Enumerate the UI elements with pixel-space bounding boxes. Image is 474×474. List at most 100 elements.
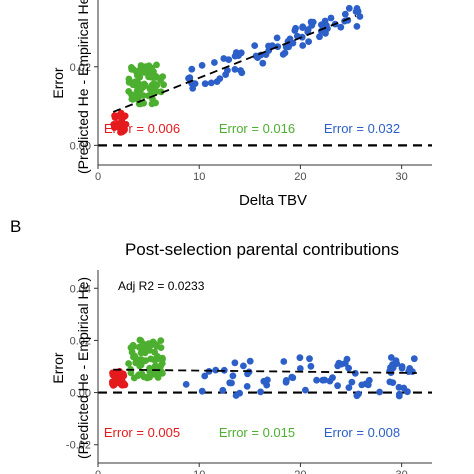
data-point [130,374,138,382]
data-point [313,376,320,384]
x-tick-label: 30 [396,469,408,474]
data-point [281,49,289,57]
data-point [144,373,152,381]
x-tick-label: 0 [95,469,101,474]
data-point [125,360,132,367]
panel-a-x-ticks: 0 10 20 30 [95,165,408,183]
data-point [149,86,157,94]
error-label: Error = 0.008 [324,425,400,440]
data-point [135,80,142,87]
data-point [150,80,158,87]
error-label: Error = 0.016 [219,121,295,136]
data-point [273,34,281,42]
data-point [232,392,240,399]
data-point [296,354,304,362]
data-point [114,376,122,383]
series-group-1 [109,368,129,389]
data-point [393,360,401,367]
data-point [354,7,362,15]
data-point [329,374,336,382]
data-point [345,384,353,391]
data-point [251,42,259,49]
y-tick-label: -0.02 [66,440,91,452]
data-point [406,365,414,372]
data-point [157,337,165,344]
data-point [127,369,135,377]
data-point [151,348,159,356]
data-point [337,23,345,31]
data-point [198,387,206,395]
data-point [243,383,251,390]
data-point [351,369,359,377]
panel-b-x-ticks: 0 10 20 30 [95,463,408,474]
data-point [129,95,137,103]
x-tick-label: 10 [193,171,205,183]
data-point [238,69,246,77]
data-point [130,343,138,350]
data-point [139,92,147,99]
panel-b-y-ticks: -0.02 0.00 0.02 0.04 [66,283,98,452]
data-point [153,342,161,349]
data-point [146,367,154,375]
data-point [141,81,149,89]
data-point [257,388,264,396]
data-point [116,113,124,120]
data-point [159,354,166,362]
data-point [121,112,129,120]
data-point [186,74,194,81]
data-point [135,68,143,76]
panel-a-y-label-line2: (Predicted He - Empirical He) [75,0,91,174]
panel-a-y-label-line1: Error [50,67,66,98]
data-point [316,33,323,41]
data-point [219,386,227,394]
data-point [201,372,209,380]
data-point [365,376,373,384]
data-point [323,22,330,29]
data-point [229,372,237,380]
series-group-2 [125,61,168,108]
data-point [334,382,341,390]
panel-b-letter: B [10,217,21,236]
data-point [145,92,152,100]
panel-b-y-label-line1: Error [50,352,66,383]
data-point [348,378,356,386]
error-label: Error = 0.005 [104,425,180,440]
data-point [264,376,271,384]
data-point [387,364,394,371]
panel-a-plot-area [98,4,432,147]
data-point [160,81,168,89]
data-point [145,62,153,70]
data-point [292,24,299,32]
error-label: Error = 0.032 [324,121,400,136]
data-point [211,59,218,66]
data-point [212,366,220,374]
data-point [299,42,307,49]
data-point [356,13,364,20]
y-tick-label: 0.00 [70,140,91,152]
data-point [376,388,383,396]
data-point [147,355,155,363]
data-point [120,379,127,387]
panel-b-adj-r2-annotation: Adj R2 = 0.0233 [118,279,205,293]
data-point [198,62,206,69]
data-point [237,49,245,57]
panel-b-title: Post-selection parental contributions [125,240,399,259]
data-point [120,372,128,380]
data-point [355,390,362,398]
x-tick-label: 10 [193,469,205,474]
data-point [282,378,290,386]
data-point [157,88,165,96]
y-tick-label: 0.02 [70,62,91,74]
y-tick-label: 0.02 [70,335,91,347]
data-point [159,73,167,80]
data-point [288,373,296,381]
x-tick-label: 20 [294,469,306,474]
error-label: Error = 0.006 [104,121,180,136]
data-point [296,365,304,372]
panel-b-plot-area [98,336,432,400]
data-point [136,362,144,370]
data-point [299,23,307,31]
y-tick-label: 0.00 [70,388,91,400]
panel-b-y-label-line2: (Predicted He - Empirical He) [75,277,91,459]
